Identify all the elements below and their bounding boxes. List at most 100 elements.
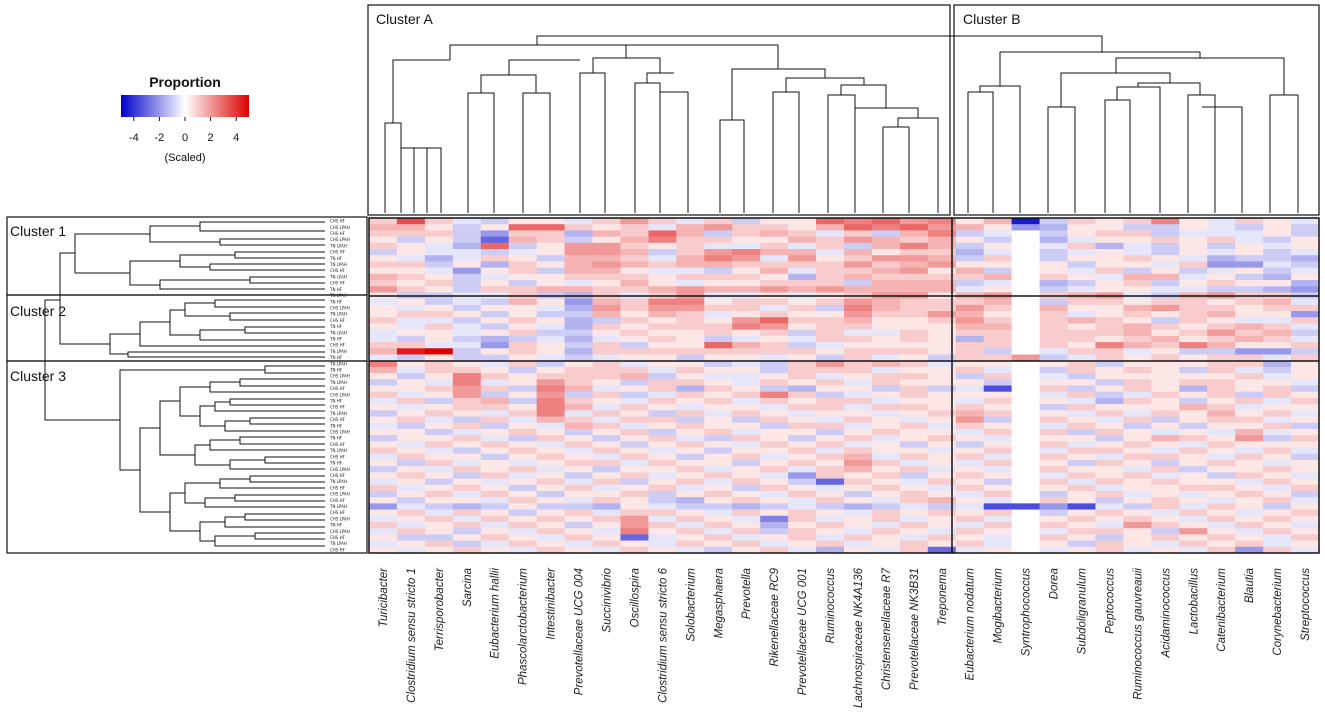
heatmap-cell: [704, 317, 733, 324]
heatmap-cell: [704, 410, 733, 417]
heatmap-cell: [1123, 348, 1152, 355]
heatmap-cell: [955, 286, 985, 293]
heatmap-cell: [1123, 521, 1152, 529]
heatmap-cell: [620, 435, 649, 442]
column-label: Clostridium sensu stricto 6: [657, 567, 669, 702]
heatmap-cell: [452, 447, 482, 455]
heatmap-cell: [927, 385, 957, 393]
heatmap-cell: [676, 540, 705, 548]
column-label: Corynebacterium: [1272, 568, 1284, 656]
heatmap-cell: [1263, 484, 1292, 492]
heatmap-cell: [592, 453, 621, 461]
heatmap-cell: [480, 354, 510, 362]
heatmap-cell: [648, 397, 677, 405]
heatmap-cell: [899, 435, 929, 442]
heatmap-cell: [620, 391, 649, 399]
heatmap-cell: [676, 304, 705, 312]
heatmap-cell: [676, 286, 705, 293]
heatmap-cell: [648, 410, 677, 417]
heatmap-cell: [536, 540, 565, 548]
heatmap-cell: [452, 298, 482, 306]
heatmap-cell: [648, 323, 677, 331]
heatmap-cell: [899, 273, 929, 281]
heatmap-cell: [844, 335, 873, 343]
heatmap-cell: [1011, 503, 1040, 510]
heatmap-cell: [871, 329, 901, 337]
heatmap-cell: [1039, 249, 1068, 256]
heatmap-cell: [369, 298, 398, 306]
heatmap-cell: [564, 435, 593, 442]
row-label: CHS HF: [330, 343, 346, 348]
column-label: Prevotellaceae UCG 001: [797, 568, 809, 695]
heatmap-cell: [1151, 261, 1180, 269]
heatmap-cell: [1263, 311, 1292, 318]
heatmap-cell: [424, 509, 454, 517]
heatmap-cell: [1207, 540, 1236, 548]
heatmap-cell: [620, 478, 649, 486]
heatmap-cell: [480, 391, 510, 399]
heatmap-cell: [1067, 546, 1096, 554]
heatmap-cell: [732, 329, 761, 337]
heatmap-cell: [369, 286, 398, 293]
heatmap-cell: [1207, 397, 1236, 405]
heatmap-cell: [983, 534, 1013, 541]
heatmap-cell: [704, 230, 733, 238]
heatmap-cell: [1067, 540, 1096, 548]
heatmap-cell: [480, 416, 510, 424]
row-label: CHS HF: [330, 386, 346, 391]
heatmap-cell: [452, 329, 482, 337]
heatmap-cell: [788, 236, 817, 244]
heatmap-cell: [1011, 528, 1040, 535]
heatmap-cell: [788, 497, 817, 504]
heatmap-cell: [592, 373, 621, 380]
heatmap-cell: [1067, 410, 1096, 417]
heatmap-cell: [760, 311, 789, 318]
heatmap-cell: [369, 503, 398, 510]
heatmap-cell: [1123, 224, 1152, 231]
heatmap-cell: [648, 447, 677, 455]
heatmap-cell: [927, 490, 957, 498]
heatmap-cell: [564, 484, 593, 492]
heatmap-cell: [536, 385, 565, 393]
heatmap-cell: [899, 329, 929, 337]
heatmap-cell: [452, 435, 482, 442]
heatmap-cell: [620, 317, 649, 324]
heatmap-cell: [1095, 335, 1124, 343]
heatmap-cell: [899, 304, 929, 312]
heatmap-cell: [927, 323, 957, 331]
heatmap-cell: [1151, 509, 1180, 517]
heatmap-cell: [1067, 404, 1096, 411]
heatmap-cell: [396, 404, 426, 411]
heatmap-cell: [816, 255, 845, 262]
heatmap-cell: [369, 410, 398, 417]
heatmap-cell: [899, 255, 929, 262]
heatmap-cell: [592, 503, 621, 510]
heatmap-cell: [704, 459, 733, 467]
heatmap-cell: [592, 242, 621, 250]
heatmap-cell: [1291, 218, 1320, 225]
heatmap-cell: [955, 484, 985, 492]
heatmap-cell: [508, 416, 538, 424]
heatmap-cell: [1235, 304, 1264, 312]
heatmap-cell: [732, 360, 761, 368]
heatmap-cell: [1095, 255, 1124, 262]
heatmap-cell: [369, 273, 398, 281]
heatmap-cell: [620, 546, 649, 554]
heatmap-cell: [732, 478, 761, 486]
heatmap-cell: [844, 317, 873, 324]
heatmap-cell: [1235, 404, 1264, 411]
heatmap-cell: [1095, 428, 1124, 436]
heatmap-cell: [927, 354, 957, 362]
heatmap-cell: [592, 397, 621, 405]
heatmap-cell: [816, 329, 845, 337]
heatmap-cell: [424, 515, 454, 523]
heatmap-cell: [1179, 435, 1208, 442]
heatmap-cell: [1263, 354, 1292, 362]
heatmap-cell: [369, 304, 398, 312]
heatmap-cell: [732, 397, 761, 405]
column-label: Treponema: [937, 568, 949, 626]
heatmap-cell: [816, 261, 845, 269]
heatmap-cell: [424, 317, 454, 324]
heatmap-cell: [1235, 335, 1264, 343]
heatmap-cell: [1039, 484, 1068, 492]
